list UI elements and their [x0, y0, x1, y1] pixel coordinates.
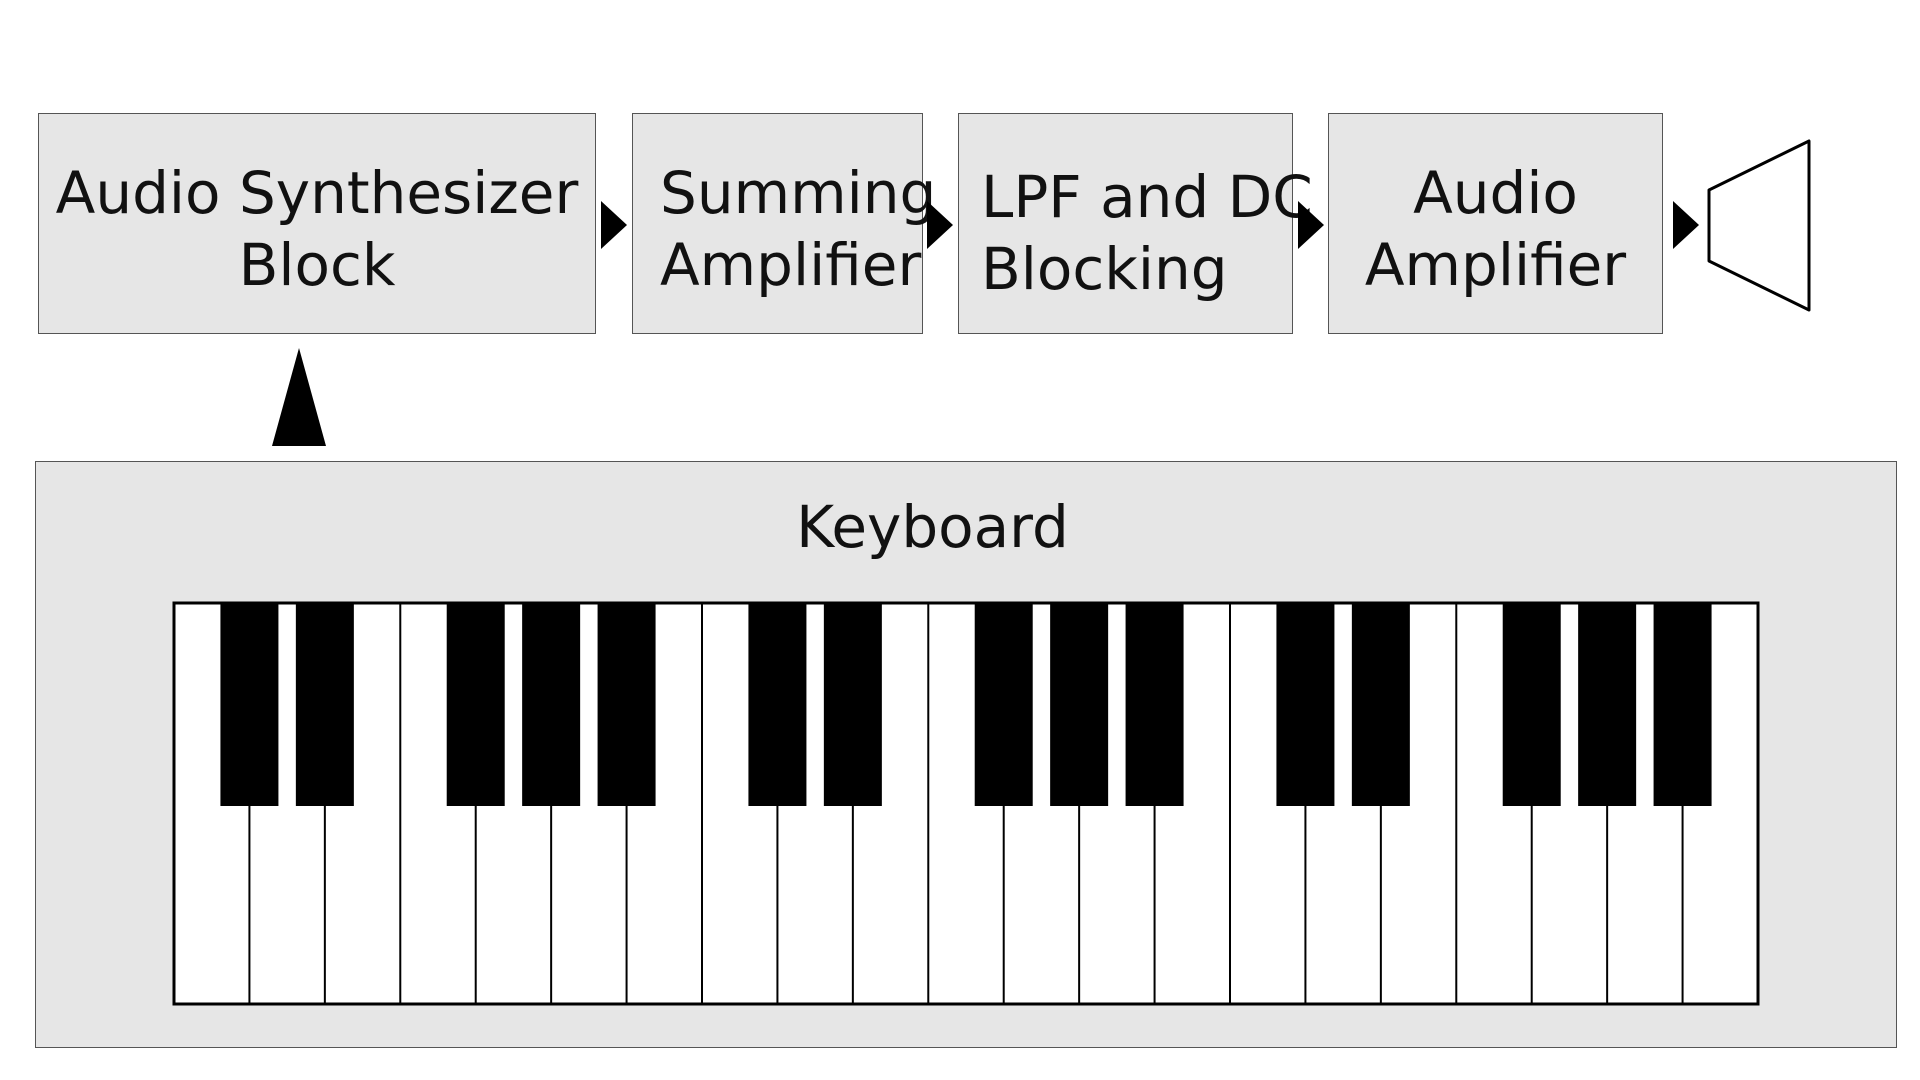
audio-synthesizer-label-line-1: Audio Synthesizer [55, 159, 579, 227]
audio-amplifier-block: Audio Amplifier [1328, 113, 1663, 334]
black-key [974, 603, 1033, 806]
black-key [295, 603, 354, 806]
summing-amplifier-label: Summing Amplifier [633, 157, 937, 301]
arrow-summing-to-lpf [927, 201, 953, 249]
black-key [1653, 603, 1712, 806]
arrow-keyboard-to-synth [272, 348, 326, 446]
black-key [522, 603, 581, 806]
black-key [748, 603, 807, 806]
speaker-icon [1707, 139, 1811, 312]
summing-amplifier-block: Summing Amplifier [632, 113, 937, 334]
black-key [1578, 603, 1637, 806]
audio-amplifier-label-line-1: Audio [1413, 159, 1578, 227]
arrow-synth-to-summing [601, 201, 627, 249]
black-key [220, 603, 279, 806]
arrow-lpf-to-amp [1298, 201, 1324, 249]
black-key [1276, 603, 1335, 806]
lpf-dc-blocking-label-line-2: Blocking [981, 235, 1228, 303]
black-key [1050, 603, 1109, 806]
black-key [446, 603, 505, 806]
keyboard-keys-border [172, 601, 1760, 1006]
audio-amplifier-label: Audio Amplifier [1329, 157, 1662, 301]
lpf-dc-blocking-label: LPF and DC Blocking [959, 161, 1313, 305]
keyboard-keys-background [174, 603, 1758, 1004]
black-key [597, 603, 656, 806]
signal-arrows [272, 201, 1699, 446]
summing-amplifier-label-line-1: Summing [660, 159, 937, 227]
summing-amplifier-label-line-2: Amplifier [660, 231, 922, 299]
black-key [1351, 603, 1410, 806]
piano-keys [172, 601, 1760, 1006]
black-key [1125, 603, 1184, 806]
black-key [1502, 603, 1561, 806]
audio-synthesizer-block: Audio Synthesizer Block [38, 113, 596, 334]
audio-synthesizer-label: Audio Synthesizer Block [39, 157, 595, 301]
arrow-amp-to-speaker [1673, 201, 1699, 249]
keyboard-title: Keyboard [796, 493, 1069, 561]
lpf-dc-blocking-label-line-1: LPF and DC [981, 163, 1313, 231]
audio-amplifier-label-line-2: Amplifier [1364, 231, 1627, 299]
black-key [823, 603, 882, 806]
audio-synthesizer-label-line-2: Block [238, 231, 396, 299]
lpf-dc-blocking-block: LPF and DC Blocking [958, 113, 1313, 334]
